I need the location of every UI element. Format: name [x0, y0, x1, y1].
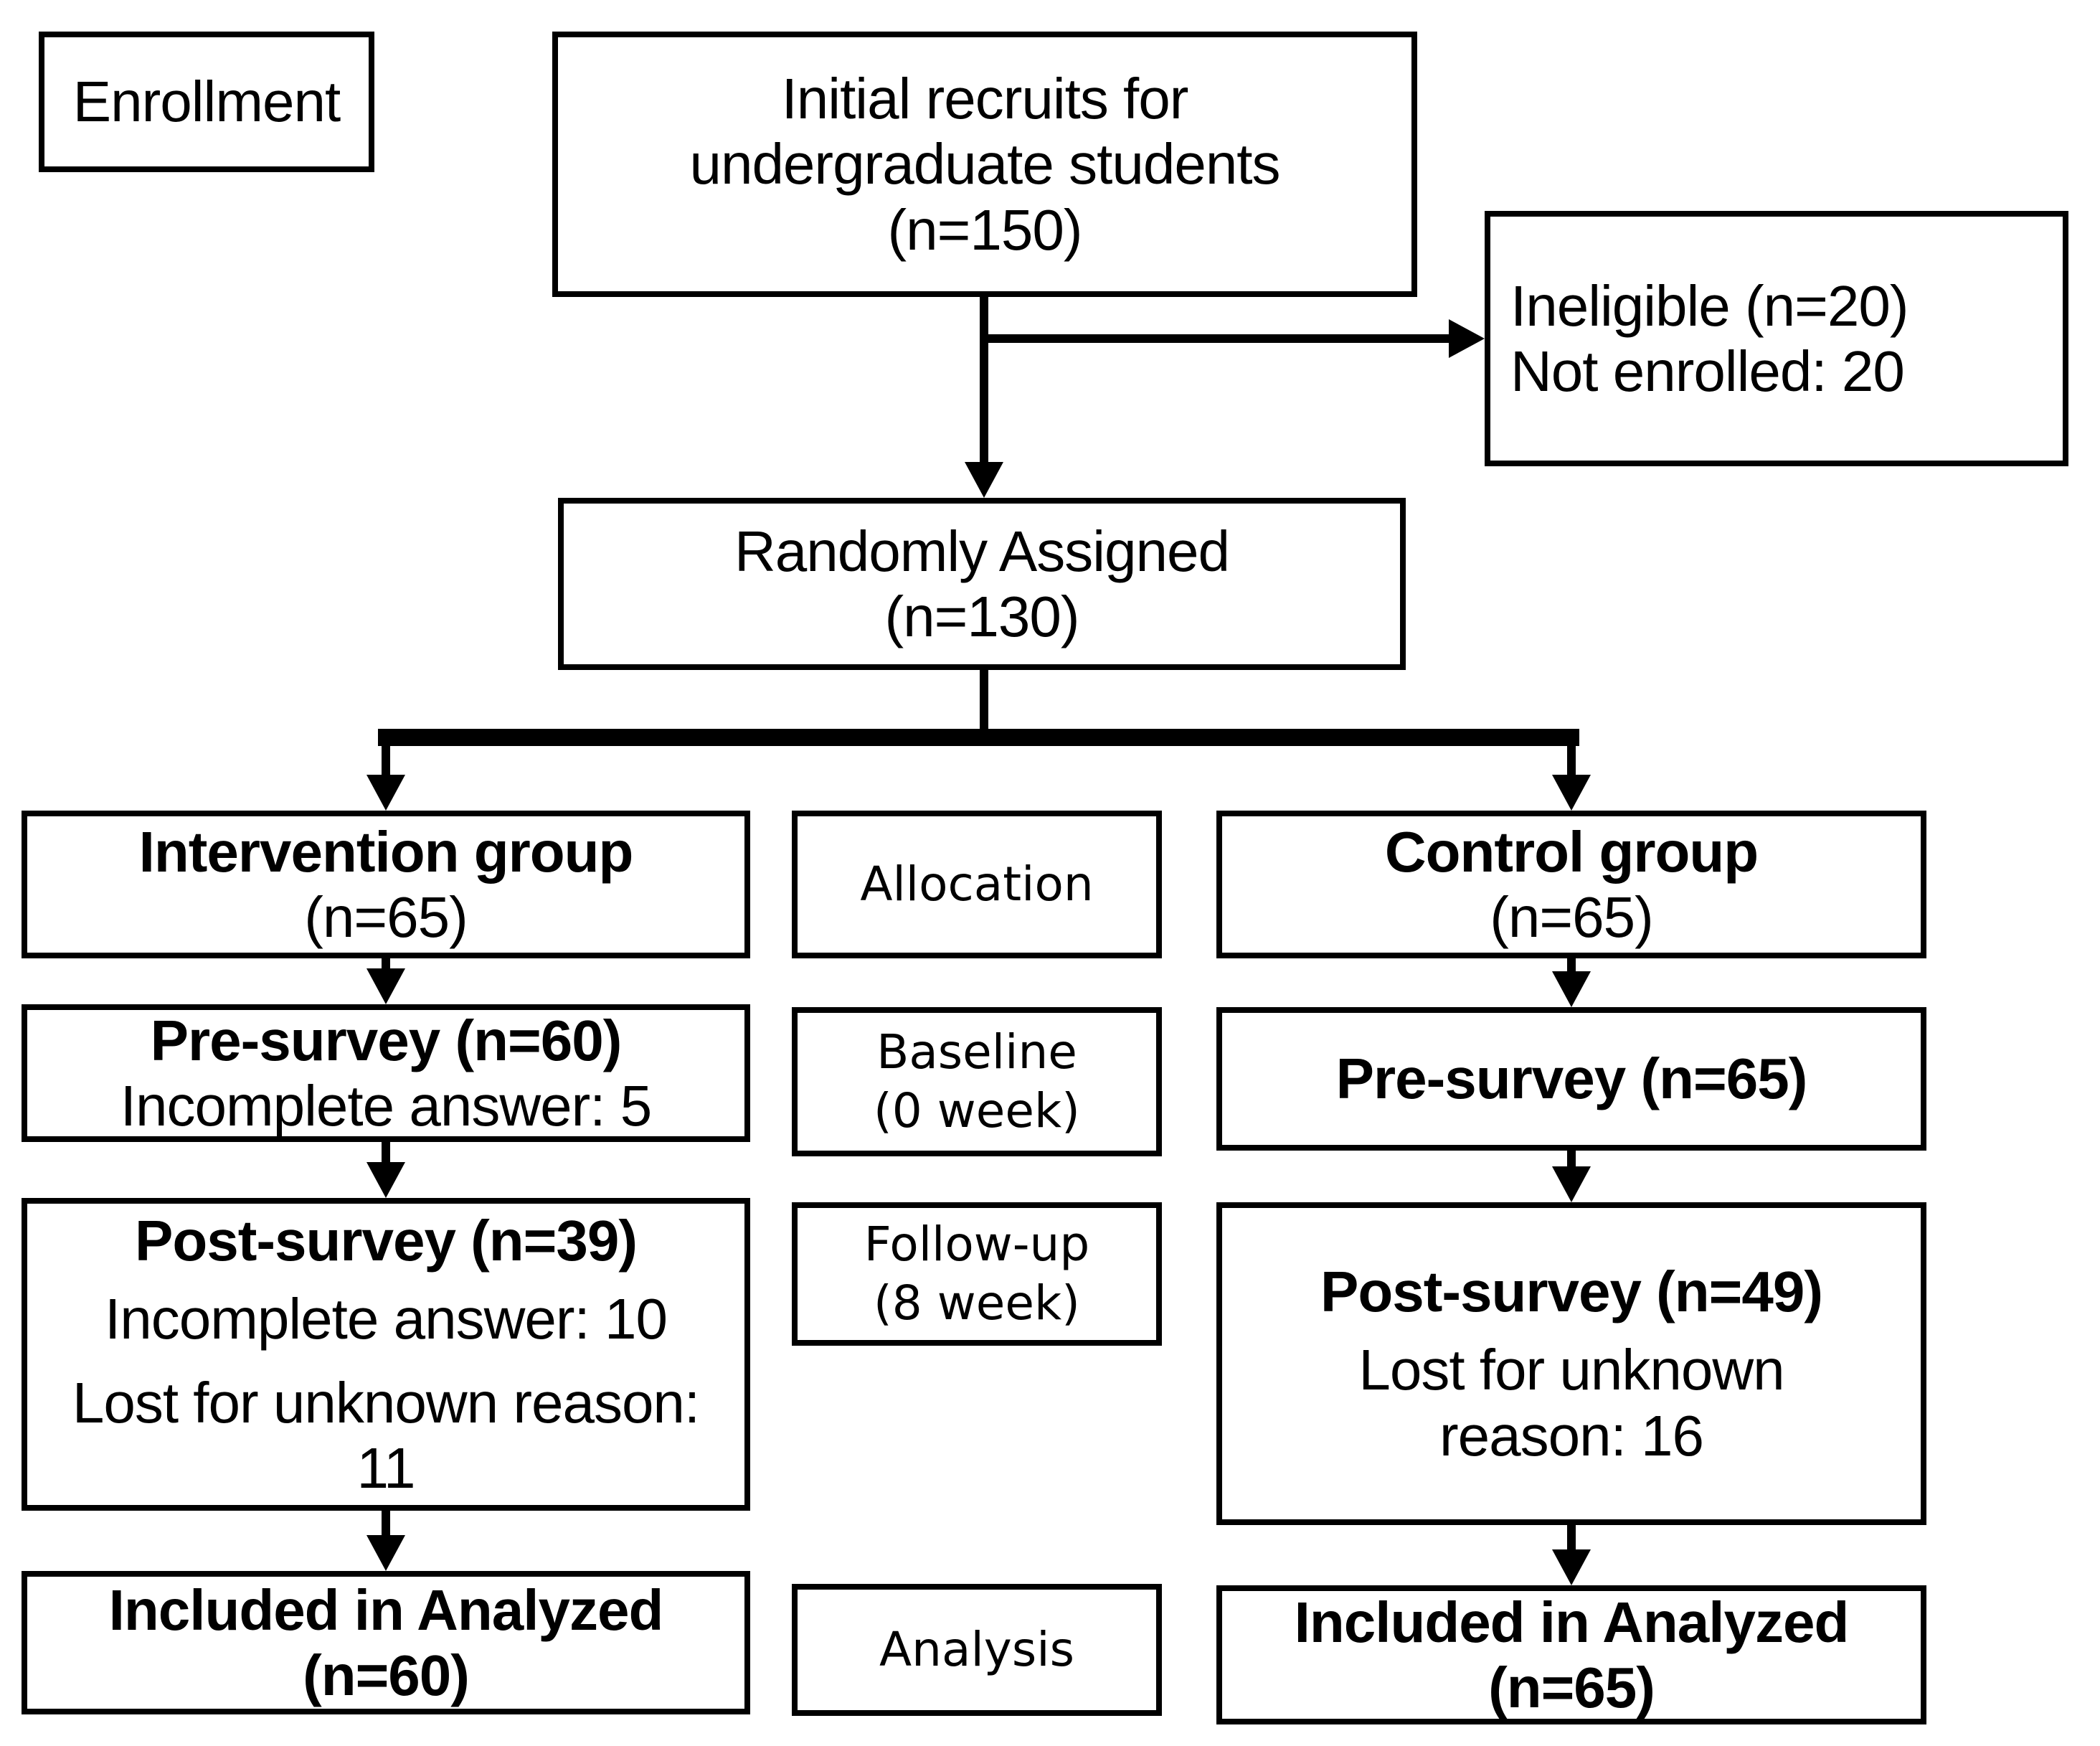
intervention-analyzed-box: Included in Analyzed (n=60)	[22, 1571, 750, 1714]
ineligible-line1: Ineligible (n=20)	[1510, 273, 1909, 338]
ineligible-line2: Not enrolled: 20	[1510, 339, 1905, 403]
control-analyzed-title: Included in Analyzed	[1294, 1590, 1850, 1654]
ineligible-box: Ineligible (n=20) Not enrolled: 20	[1485, 211, 2068, 466]
enrollment-stage-box: Enrollment	[39, 32, 374, 172]
intervention-pre-survey-note: Incomplete answer: 5	[120, 1074, 652, 1138]
control-group-n: (n=65)	[1490, 885, 1653, 949]
analysis-label: Analysis	[879, 1621, 1074, 1677]
intervention-analyzed-n: (n=60)	[303, 1643, 470, 1707]
allocation-label: Allocation	[860, 856, 1094, 912]
randomized-branch-connector	[366, 670, 1591, 811]
allocation-stage-box: Allocation	[792, 811, 1162, 958]
intervention-group-title: Intervention group	[138, 819, 634, 884]
follow-up-label: Follow-up	[864, 1216, 1090, 1272]
baseline-timing: (0 week)	[874, 1083, 1080, 1138]
initial-recruits-n: (n=150)	[887, 197, 1083, 262]
control-post-survey-note-line2: reason: 16	[1439, 1403, 1704, 1468]
intervention-post-survey-note1: Incomplete answer: 10	[105, 1286, 668, 1351]
baseline-stage-box: Baseline (0 week)	[792, 1007, 1162, 1156]
control-post-survey-title: Post-survey (n=49)	[1320, 1260, 1823, 1324]
randomly-assigned-n: (n=130)	[884, 585, 1080, 648]
follow-up-stage-box: Follow-up (8 week)	[792, 1202, 1162, 1346]
arrow-control-to-presurvey	[1552, 958, 1591, 1007]
arrow-presurvey-to-postsurvey-right	[1552, 1151, 1591, 1202]
intervention-pre-survey-box: Pre-survey (n=60) Incomplete answer: 5	[22, 1004, 750, 1142]
control-group-box: Control group (n=65)	[1216, 811, 1926, 958]
randomly-assigned-label: Randomly Assigned	[734, 519, 1230, 583]
control-post-survey-note-line1: Lost for unknown	[1358, 1338, 1784, 1402]
control-pre-survey-title: Pre-survey (n=65)	[1335, 1047, 1808, 1111]
intervention-post-survey-box: Post-survey (n=39) Incomplete answer: 10…	[22, 1198, 750, 1511]
initial-recruits-box: Initial recruits for undergraduate stude…	[552, 32, 1417, 297]
control-analyzed-n: (n=65)	[1488, 1656, 1655, 1719]
intervention-pre-survey-title: Pre-survey (n=60)	[150, 1008, 623, 1072]
intervention-group-n: (n=65)	[304, 885, 468, 949]
follow-up-timing: (8 week)	[874, 1275, 1080, 1331]
arrow-postsurvey-to-analyzed-left	[366, 1511, 405, 1571]
enrollment-label: Enrollment	[72, 70, 341, 134]
arrow-postsurvey-to-analyzed-right	[1552, 1525, 1591, 1585]
control-group-title: Control group	[1384, 819, 1759, 884]
intervention-group-box: Intervention group (n=65)	[22, 811, 750, 958]
control-pre-survey-box: Pre-survey (n=65)	[1216, 1007, 1926, 1151]
randomly-assigned-box: Randomly Assigned (n=130)	[558, 498, 1406, 670]
arrow-to-ineligible	[984, 319, 1485, 358]
analysis-stage-box: Analysis	[792, 1584, 1162, 1716]
baseline-label: Baseline	[876, 1024, 1077, 1080]
control-analyzed-box: Included in Analyzed (n=65)	[1216, 1585, 1926, 1724]
control-post-survey-box: Post-survey (n=49) Lost for unknown reas…	[1216, 1202, 1926, 1525]
intervention-post-survey-note2-line1: Lost for unknown reason:	[72, 1371, 700, 1435]
arrow-intervention-to-presurvey	[366, 958, 405, 1004]
intervention-post-survey-note2-line2: 11	[356, 1436, 415, 1501]
arrow-presurvey-to-postsurvey-left	[366, 1142, 405, 1198]
initial-recruits-line1: Initial recruits for	[781, 67, 1189, 131]
initial-recruits-line2: undergraduate students	[689, 132, 1280, 197]
arrow-initial-to-randomized	[965, 297, 1003, 498]
intervention-post-survey-title: Post-survey (n=39)	[134, 1208, 638, 1273]
intervention-analyzed-title: Included in Analyzed	[108, 1577, 664, 1642]
